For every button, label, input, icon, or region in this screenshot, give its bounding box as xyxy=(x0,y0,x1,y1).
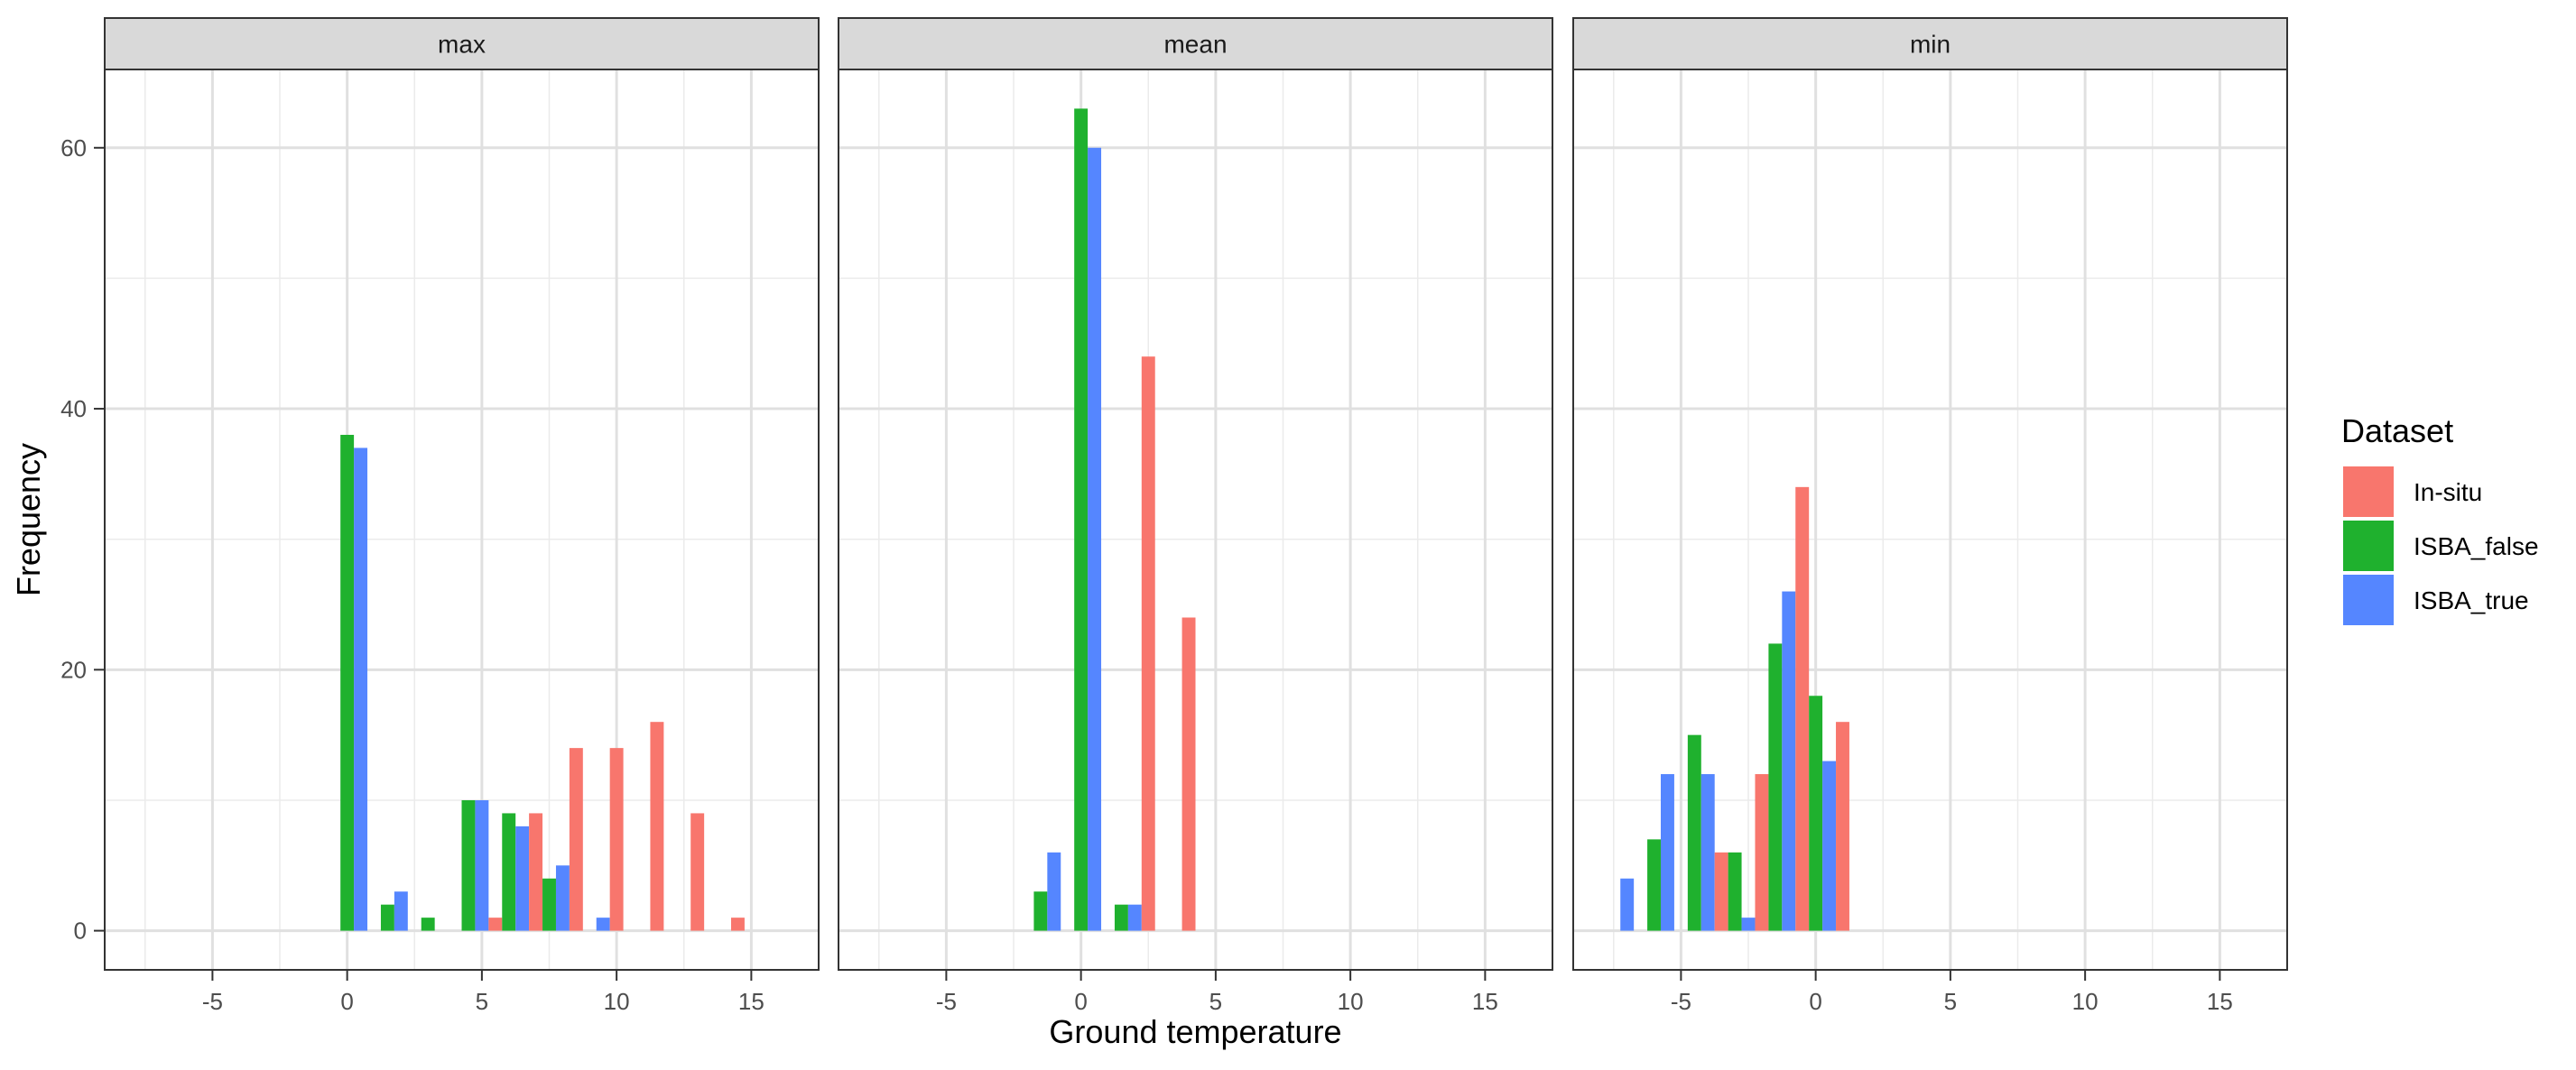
bar-isba-false xyxy=(1768,643,1783,931)
bar-isba-true xyxy=(1741,918,1756,931)
bar-isba-true xyxy=(555,865,570,931)
panel-max: max -5 0 5 10 15 xyxy=(104,17,820,1015)
legend-key xyxy=(2343,466,2394,517)
bar-isba-true xyxy=(1822,761,1837,931)
bar-in-situ xyxy=(650,722,664,931)
legend-label: ISBA_true xyxy=(2414,586,2529,614)
bar-isba-true xyxy=(1088,147,1102,931)
bar-isba-false xyxy=(1114,904,1128,931)
panel-border xyxy=(838,69,1553,971)
facet-strip-label: mean xyxy=(1163,31,1227,59)
facet-strip-label: max xyxy=(438,31,486,59)
bar-in-situ xyxy=(488,918,503,931)
bar-isba-true xyxy=(1047,852,1061,931)
bar-isba-true xyxy=(1127,904,1142,931)
legend-key xyxy=(2343,575,2394,625)
bar-in-situ xyxy=(690,813,705,931)
x-tick-label: 0 xyxy=(1809,988,1821,1015)
panel-border xyxy=(1572,69,2288,971)
bar-isba-false xyxy=(461,799,476,931)
bar-in-situ xyxy=(569,748,583,931)
bar-in-situ xyxy=(1181,617,1196,931)
x-tick-label: 5 xyxy=(1209,988,1222,1015)
bar-in-situ xyxy=(1141,356,1155,931)
bar-isba-false xyxy=(340,434,355,931)
bar-isba-true xyxy=(1700,774,1715,931)
facet-strip xyxy=(1572,17,2288,70)
x-tick-label: 10 xyxy=(2072,988,2099,1015)
bar-in-situ xyxy=(730,918,745,931)
panel-mean: mean -5 0 5 10 15 xyxy=(838,17,1553,1015)
y-axis-title: Frequency xyxy=(10,443,47,596)
bar-isba-false xyxy=(542,878,556,931)
panel-min: min -5 0 5 10 15 xyxy=(1572,17,2288,1015)
x-tick-label: -5 xyxy=(202,988,223,1015)
bar-isba-true xyxy=(515,826,530,931)
y-tick-label: 40 xyxy=(60,395,87,422)
bar-isba-true xyxy=(1661,774,1674,931)
bar-in-situ xyxy=(1714,852,1728,931)
bar-in-situ xyxy=(1755,774,1769,931)
bar-isba-false xyxy=(421,918,435,931)
legend-label: In-situ xyxy=(2414,478,2482,506)
x-axis-title: Ground temperature xyxy=(1049,1013,1341,1050)
x-tick-label: -5 xyxy=(1671,988,1691,1015)
bar-isba-true xyxy=(394,891,408,931)
x-tick-label: 0 xyxy=(340,988,353,1015)
bar-isba-false xyxy=(1074,108,1089,931)
bar-in-situ xyxy=(529,813,543,931)
bar-isba-true xyxy=(1620,878,1635,931)
bar-isba-false xyxy=(1033,891,1048,931)
bar-isba-false xyxy=(1687,734,1701,931)
bar-isba-false xyxy=(1647,839,1662,931)
legend: Dataset In-situ ISBA_false ISBA_true xyxy=(2341,412,2539,625)
bar-isba-true xyxy=(596,918,610,931)
bar-isba-false xyxy=(380,904,394,931)
bar-isba-false xyxy=(502,813,516,931)
bar-isba-true xyxy=(1782,591,1796,931)
x-tick-label: 0 xyxy=(1074,988,1087,1015)
bar-isba-false xyxy=(1728,852,1742,931)
legend-label: ISBA_false xyxy=(2414,532,2539,560)
facet-strip xyxy=(104,17,820,70)
x-tick-label: 15 xyxy=(2207,988,2233,1015)
x-tick-label: -5 xyxy=(936,988,957,1015)
bar-isba-false xyxy=(1809,696,1823,931)
x-tick-label: 10 xyxy=(1338,988,1364,1015)
x-tick-label: 5 xyxy=(1944,988,1957,1015)
x-tick-label: 15 xyxy=(1472,988,1498,1015)
bar-in-situ xyxy=(1836,722,1849,931)
y-tick-label: 20 xyxy=(60,656,87,683)
legend-key xyxy=(2343,521,2394,571)
x-tick-label: 15 xyxy=(738,988,764,1015)
panel-border xyxy=(104,69,820,971)
facet-strip-label: min xyxy=(1910,31,1951,59)
y-tick-label: 0 xyxy=(74,918,87,945)
x-tick-label: 5 xyxy=(476,988,488,1015)
bar-in-situ xyxy=(609,748,624,931)
bar-in-situ xyxy=(1795,486,1810,931)
x-tick-label: 10 xyxy=(604,988,630,1015)
bar-isba-true xyxy=(475,799,489,931)
bar-isba-true xyxy=(354,447,368,931)
legend-title: Dataset xyxy=(2341,412,2453,449)
y-tick-label: 60 xyxy=(60,134,87,161)
